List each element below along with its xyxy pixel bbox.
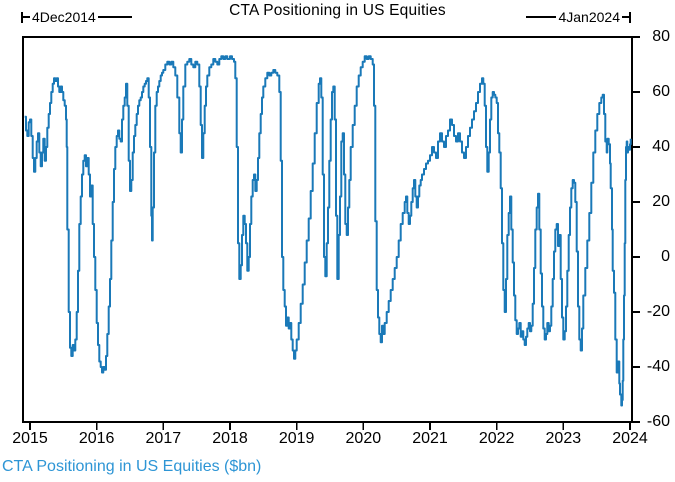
x-tick-label: 2024 xyxy=(612,430,648,447)
y-tick-label: 60 xyxy=(652,83,670,100)
chart-caption: CTA Positioning in US Equities ($bn) xyxy=(2,458,262,475)
y-tick-label: -40 xyxy=(646,358,670,375)
y-tick-label: 0 xyxy=(661,248,670,265)
x-tick-label: 2019 xyxy=(278,430,315,447)
start-date-label: 4Dec2014 xyxy=(32,9,96,25)
x-tick-label: 2017 xyxy=(145,430,182,447)
start-date-annotation: 4Dec2014 xyxy=(21,10,132,24)
x-tick-label: 2023 xyxy=(545,430,582,447)
start-annotation-line xyxy=(23,16,30,18)
x-tick-label: 2015 xyxy=(12,430,48,447)
y-tick-label: 80 xyxy=(652,28,670,45)
start-bracket-tick xyxy=(21,11,23,23)
series-line xyxy=(24,55,632,407)
y-tick-label: -20 xyxy=(646,303,670,320)
x-tick-label: 2020 xyxy=(345,430,382,447)
end-bracket-tick xyxy=(629,11,631,23)
y-tick-label: 40 xyxy=(652,138,670,155)
x-tick-label: 2016 xyxy=(78,430,115,447)
start-annotation-line-long xyxy=(97,16,132,18)
end-annotation-line-long xyxy=(526,16,557,18)
x-tick-label: 2018 xyxy=(212,430,248,447)
y-tick-label: 20 xyxy=(652,193,670,210)
chart-title: CTA Positioning in US Equities xyxy=(229,2,446,19)
end-annotation-line xyxy=(622,16,629,18)
end-date-annotation: 4Jan2024 xyxy=(526,10,631,24)
plot-frame xyxy=(22,36,633,423)
x-tick-label: 2021 xyxy=(412,430,448,447)
y-tick-label: -60 xyxy=(646,413,670,430)
x-tick-label: 2022 xyxy=(478,430,515,447)
end-date-label: 4Jan2024 xyxy=(558,9,620,25)
